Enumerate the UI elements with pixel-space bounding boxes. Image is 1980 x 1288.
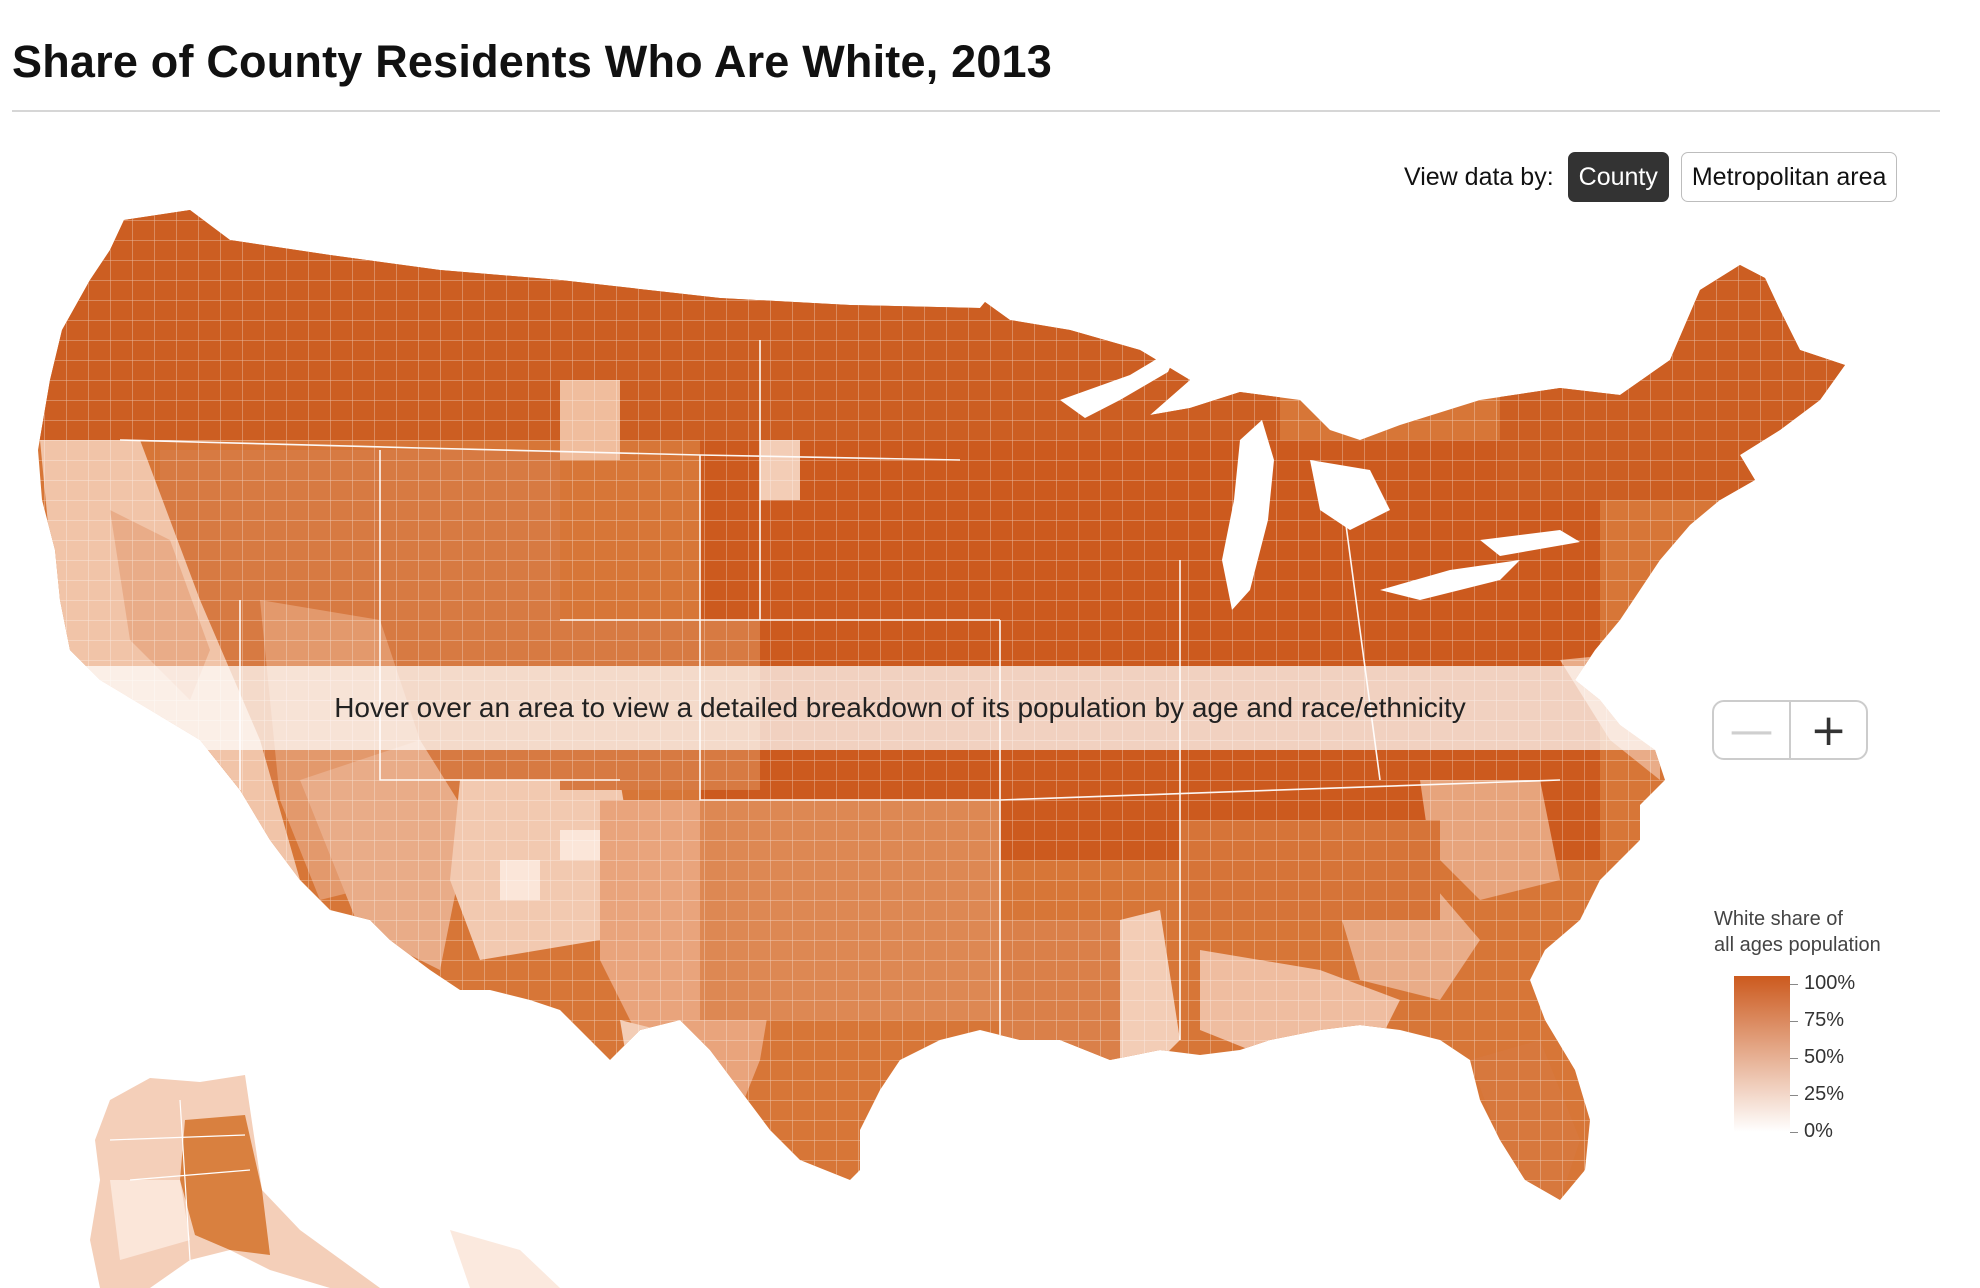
page-title: Share of County Residents Who Are White,… bbox=[12, 36, 1053, 87]
plus-icon[interactable]: + bbox=[1810, 704, 1847, 756]
great-lakes bbox=[1060, 345, 1580, 610]
legend-tick-label: 100% bbox=[1804, 972, 1856, 994]
legend-tick-mark bbox=[1790, 1095, 1798, 1096]
legend-tick-label: 25% bbox=[1804, 1083, 1845, 1105]
county-button[interactable]: County bbox=[1567, 152, 1669, 202]
view-by-control: View data by: County Metropolitan area bbox=[1404, 152, 1898, 202]
hover-hint-band: Hover over an area to view a detailed br… bbox=[30, 666, 1770, 750]
view-by-label: View data by: bbox=[1404, 162, 1554, 191]
legend-tick-label: 75% bbox=[1804, 1009, 1845, 1031]
map-container[interactable]: Hover over an area to view a detailed br… bbox=[0, 180, 1980, 1288]
legend-tick-label: 50% bbox=[1804, 1046, 1845, 1068]
minus-icon[interactable]: — bbox=[1714, 702, 1791, 758]
metropolitan-area-button[interactable]: Metropolitan area bbox=[1680, 152, 1898, 202]
zoom-control: — + bbox=[1712, 700, 1868, 760]
legend-tick-mark bbox=[1790, 1132, 1798, 1133]
legend-tick-mark bbox=[1790, 984, 1798, 985]
legend-tick-label: 0% bbox=[1804, 1120, 1833, 1142]
legend-tick-mark bbox=[1790, 1021, 1798, 1022]
legend-tick-mark bbox=[1790, 1058, 1798, 1059]
alaska-inset[interactable] bbox=[90, 1075, 560, 1288]
legend-gradient-bar bbox=[1734, 976, 1790, 1132]
legend-title: White share of all ages population bbox=[1714, 908, 1881, 956]
title-divider bbox=[12, 110, 1940, 112]
color-legend: White share of all ages population 100% 7… bbox=[1714, 906, 1944, 1142]
hover-hint-text: Hover over an area to view a detailed br… bbox=[334, 692, 1466, 723]
